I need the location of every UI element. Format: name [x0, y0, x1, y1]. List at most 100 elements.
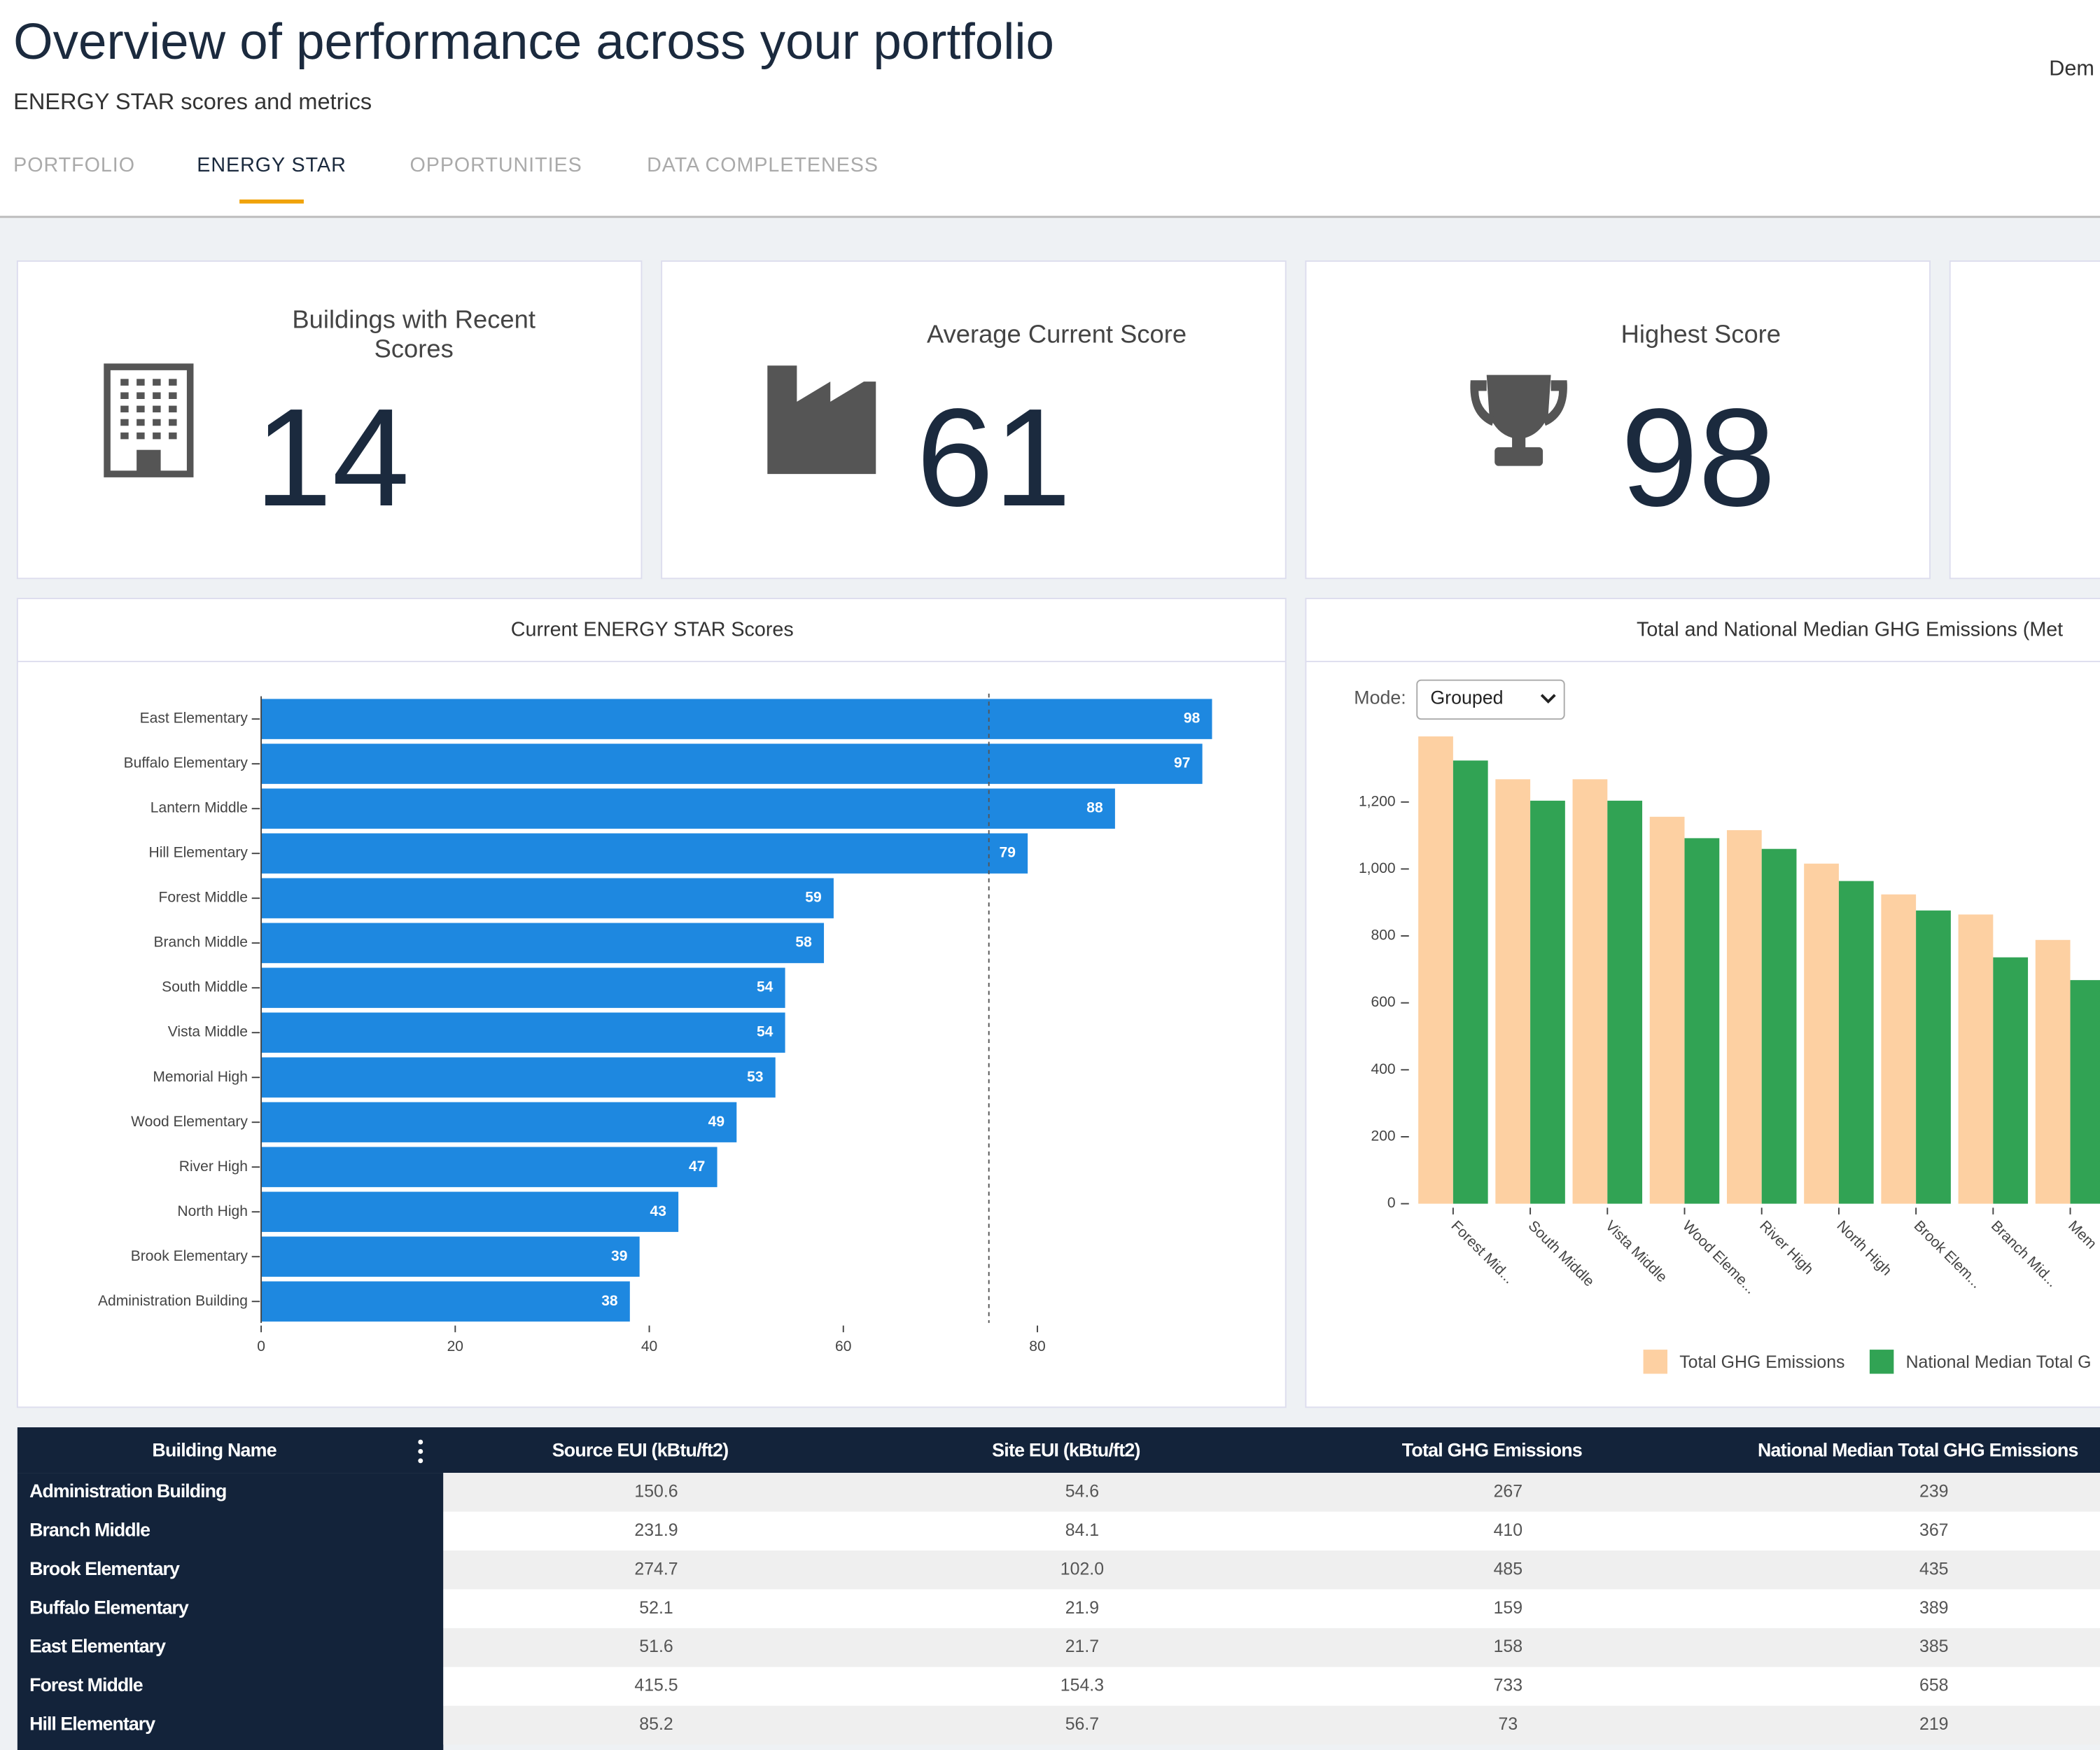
- x-tick-label: 40: [641, 1338, 657, 1354]
- bar[interactable]: [1761, 848, 1797, 1204]
- bar[interactable]: [261, 833, 1028, 874]
- bar[interactable]: [1881, 894, 1917, 1204]
- table-cell: 367: [1919, 1520, 1948, 1540]
- page-subtitle: ENERGY STAR scores and metrics: [13, 89, 372, 114]
- trophy-icon: [1470, 374, 1567, 466]
- column-header[interactable]: National Median Total GHG Emissions: [1758, 1440, 2078, 1461]
- tab[interactable]: OPPORTUNITIES: [410, 154, 582, 176]
- mode-select[interactable]: [1416, 679, 1565, 720]
- bar[interactable]: [261, 1191, 679, 1232]
- tab[interactable]: DATA COMPLETENESS: [647, 154, 878, 176]
- bar[interactable]: [1804, 863, 1839, 1204]
- kpi-group: Buildings with Recent Scores 14 Average Cu…: [255, 307, 1781, 536]
- tab[interactable]: ENERGY STAR: [197, 154, 346, 176]
- row-header: Forest Middle: [29, 1674, 143, 1695]
- window: [120, 379, 129, 386]
- kpi-card: [1949, 260, 2100, 580]
- tab-bar: PORTFOLIO ENERGY STAR OPPORTUNITIES DATA CO…: [13, 154, 878, 204]
- mode-select-value: Grouped: [1430, 687, 1503, 708]
- bar[interactable]: [1916, 910, 1951, 1204]
- window: [153, 419, 161, 426]
- row-bg: [443, 1550, 2100, 1590]
- bar[interactable]: [1649, 816, 1685, 1204]
- bar[interactable]: [261, 878, 834, 918]
- header-bg: [0, 0, 2100, 217]
- y-tick-label: 600: [1371, 994, 1396, 1010]
- table-cell: 73: [1499, 1714, 1518, 1734]
- bar[interactable]: [1452, 760, 1488, 1204]
- legend-label[interactable]: Total GHG Emissions: [1679, 1352, 1844, 1372]
- table-cell: 385: [1919, 1637, 1948, 1656]
- chart-title: Current ENERGY STAR Scores: [511, 618, 794, 640]
- bar[interactable]: [2035, 939, 2071, 1204]
- window: [169, 432, 177, 440]
- table-header-bg: [17, 1427, 2100, 1474]
- window: [120, 392, 129, 400]
- bar[interactable]: [261, 1236, 640, 1277]
- y-tick-label: Hill Elementary: [149, 845, 248, 861]
- y-tick-label: Brook Elementary: [131, 1248, 248, 1264]
- window: [136, 392, 145, 400]
- x-tick-label: 60: [835, 1338, 851, 1354]
- bar[interactable]: [261, 1281, 630, 1322]
- user-name[interactable]: Dem: [2049, 57, 2094, 80]
- table-cell: 219: [1919, 1714, 1948, 1734]
- table-cell: 84.1: [1065, 1520, 1099, 1540]
- table-cell: 51.6: [639, 1637, 673, 1656]
- y-tick-label: South Middle: [162, 979, 248, 995]
- tab[interactable]: PORTFOLIO: [13, 154, 135, 176]
- bar[interactable]: [261, 788, 1115, 829]
- column-menu-dot[interactable]: [418, 1439, 424, 1445]
- table-cell: 56.7: [1065, 1714, 1099, 1734]
- column-header[interactable]: Site EUI (kBtu/ft2): [992, 1440, 1140, 1461]
- bar[interactable]: [1607, 800, 1643, 1204]
- column-header[interactable]: Total GHG Emissions: [1402, 1440, 1583, 1461]
- bar-value-label: 97: [1174, 755, 1190, 771]
- bar-value-label: 47: [689, 1158, 705, 1175]
- data-table: Building Name Source EUI (kBtu/ft2) Site E…: [17, 1427, 2100, 1750]
- bar[interactable]: [261, 699, 1212, 739]
- bar[interactable]: [1495, 779, 1531, 1204]
- table-cell: 159: [1494, 1598, 1522, 1618]
- table-cell: 415.5: [634, 1676, 678, 1695]
- column-header[interactable]: Source EUI (kBtu/ft2): [552, 1440, 729, 1461]
- table-cell: 485: [1494, 1559, 1522, 1578]
- table-cell: 239: [1919, 1481, 1948, 1501]
- y-tick-label: 400: [1371, 1061, 1396, 1077]
- bar[interactable]: [1572, 779, 1608, 1204]
- bar[interactable]: [1958, 914, 1994, 1204]
- legend-label[interactable]: National Median Total G: [1906, 1352, 2092, 1372]
- kpi-label: Buildings with Recent Scores: [292, 307, 536, 365]
- bar[interactable]: [1530, 800, 1565, 1204]
- bar[interactable]: [2070, 980, 2100, 1204]
- table-cell: 52.1: [639, 1598, 673, 1618]
- bar[interactable]: [261, 743, 1203, 784]
- y-tick-label: Memorial High: [153, 1069, 248, 1085]
- bar[interactable]: [1418, 736, 1453, 1204]
- bar[interactable]: [261, 1147, 718, 1187]
- bar[interactable]: [261, 1102, 737, 1142]
- bar[interactable]: [1838, 881, 1874, 1204]
- bar[interactable]: [261, 923, 825, 963]
- bar[interactable]: [1726, 830, 1762, 1204]
- column-menu-dot[interactable]: [418, 1449, 424, 1454]
- column-header[interactable]: Building Name: [152, 1440, 276, 1461]
- table-cell: 21.7: [1065, 1637, 1099, 1656]
- window: [136, 432, 145, 440]
- row-bg: [443, 1667, 2100, 1706]
- window: [136, 405, 145, 413]
- table-cell: 410: [1494, 1520, 1522, 1540]
- row-bg: [443, 1473, 2100, 1512]
- bar[interactable]: [261, 1012, 785, 1053]
- y-tick-label: 1,200: [1359, 793, 1396, 809]
- bar[interactable]: [1993, 957, 2029, 1204]
- column-menu-dot[interactable]: [418, 1458, 424, 1464]
- kpi-label-box: Highest Score: [1621, 321, 1781, 349]
- bar[interactable]: [261, 1057, 776, 1098]
- bar[interactable]: [261, 967, 785, 1008]
- table-cell: 85.2: [639, 1714, 673, 1734]
- bar-value-label: 53: [747, 1069, 763, 1085]
- bar[interactable]: [1684, 838, 1720, 1204]
